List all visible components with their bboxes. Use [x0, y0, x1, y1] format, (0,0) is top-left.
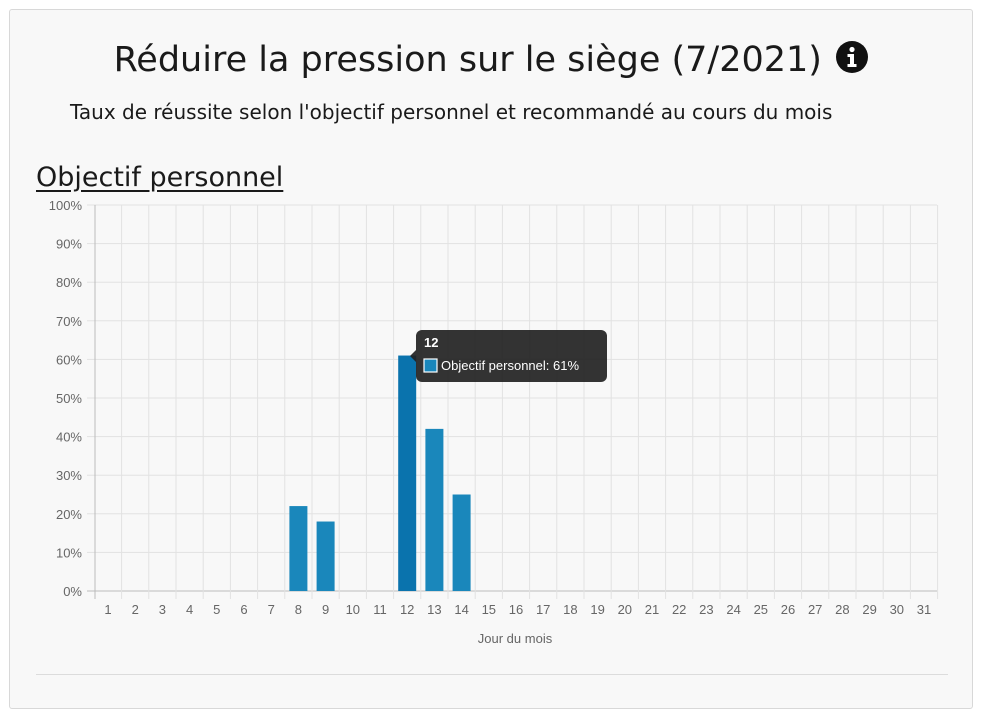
x-tick-label: 13 [427, 602, 441, 617]
y-tick-label: 30% [56, 468, 82, 483]
x-tick-label: 15 [482, 602, 496, 617]
x-tick-labels: 1 2 3 4 5 6 7 8 9 10 11 12 13 14 15 16 17 18 19 20 21 22 23 24 2… [104, 602, 931, 617]
tooltip-background [416, 330, 607, 382]
page-title: Réduire la pression sur le siège (7/2021… [113, 40, 822, 80]
grid-layer [87, 204, 939, 599]
x-tick-label: 4 [186, 602, 193, 617]
x-tick-label: 31 [917, 602, 931, 617]
section-divider [36, 674, 948, 675]
x-tick-label: 6 [240, 602, 247, 617]
x-tick-label: 23 [699, 602, 713, 617]
x-axis-title: Jour du mois [478, 631, 553, 646]
x-tick-label: 19 [590, 602, 604, 617]
y-tick-label: 40% [56, 430, 82, 445]
x-tick-label: 21 [645, 602, 659, 617]
x-tick-label: 1 [104, 602, 111, 617]
x-tick-label: 14 [454, 602, 468, 617]
bar-day-14 [452, 494, 471, 591]
y-tick-label: 100% [49, 198, 83, 213]
x-tick-label: 18 [563, 602, 577, 617]
x-tick-label: 10 [346, 602, 360, 617]
x-tick-label: 24 [726, 602, 740, 617]
info-circle-icon[interactable] [836, 41, 869, 73]
tooltip-caret [410, 350, 416, 362]
bar-day-13 [425, 428, 444, 591]
y-tick-label: 80% [56, 275, 82, 290]
x-tick-label: 11 [373, 602, 387, 617]
y-tick-label: 60% [56, 352, 82, 367]
x-tick-label: 29 [862, 602, 876, 617]
y-tick-labels: 0% 10% 20% 30% 40% 50% 60% 70% 80% 90% 100% [49, 198, 83, 599]
y-tick-label: 20% [56, 507, 82, 522]
x-tick-label: 28 [835, 602, 849, 617]
x-tick-label: 5 [213, 602, 220, 617]
x-tick-label: 30 [890, 602, 904, 617]
x-tick-label: 3 [159, 602, 166, 617]
bars [289, 355, 471, 591]
x-tick-label: 12 [400, 602, 414, 617]
x-tick-label: 20 [618, 602, 632, 617]
x-tick-label: 27 [808, 602, 822, 617]
section-heading: Objectif personnel [36, 162, 284, 193]
y-tick-label: 90% [56, 237, 82, 252]
y-tick-label: 50% [56, 391, 82, 406]
x-tick-label: 17 [536, 602, 550, 617]
bar-day-8 [289, 506, 308, 591]
y-tick-label: 10% [56, 545, 82, 560]
x-tick-label: 16 [509, 602, 523, 617]
x-tick-label: 9 [322, 602, 329, 617]
x-tick-label: 7 [268, 602, 275, 617]
x-tick-label: 25 [754, 602, 768, 617]
x-tick-label: 8 [295, 602, 302, 617]
chart-tooltip: 12 Objectif personnel: 61% [410, 330, 607, 382]
y-tick-label: 0% [63, 584, 82, 599]
y-tick-label: 70% [56, 314, 82, 329]
tooltip-title: 12 [424, 335, 438, 350]
bar-day-12 [398, 355, 417, 591]
page-subtitle: Taux de réussite selon l'objectif person… [70, 100, 833, 124]
tooltip-swatch [423, 358, 438, 373]
title-row: Réduire la pression sur le siège (7/2021… [10, 40, 972, 80]
x-tick-label: 22 [672, 602, 686, 617]
x-tick-label: 26 [781, 602, 795, 617]
bar-day-9 [316, 521, 335, 591]
tooltip-label: Objectif personnel: 61% [441, 358, 579, 373]
x-tick-label: 2 [132, 602, 139, 617]
